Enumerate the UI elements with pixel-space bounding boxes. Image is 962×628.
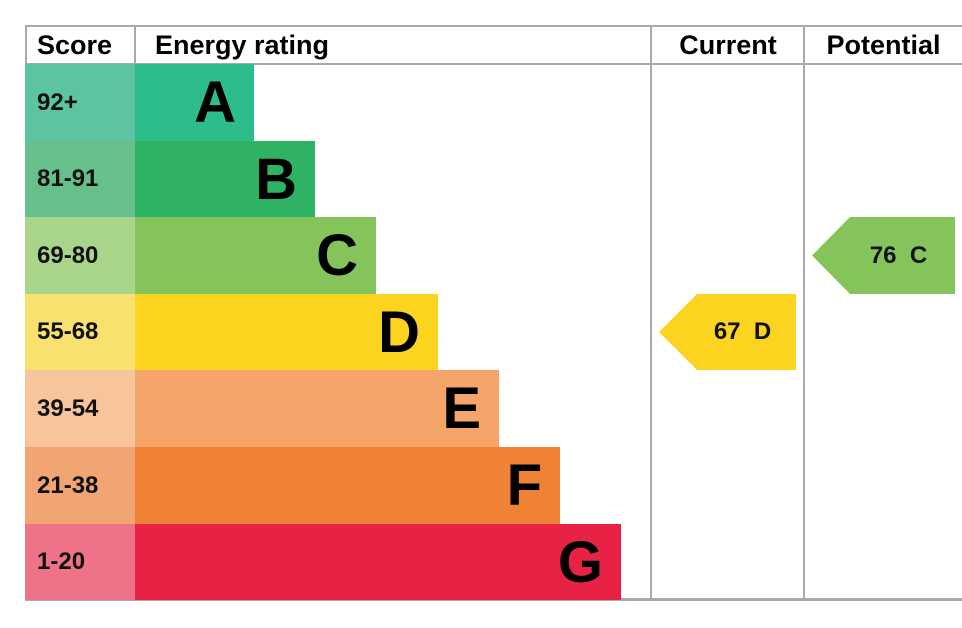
- score-range-e: 39-54: [25, 370, 135, 447]
- potential-rating-label: 76 C: [869, 241, 928, 269]
- current-header: Current: [679, 30, 777, 60]
- band-bar-a: A: [135, 64, 254, 141]
- potential-rating-arrow: [812, 217, 955, 294]
- score-range-d: 55-68: [25, 294, 135, 370]
- band-bar-d: D: [135, 294, 438, 370]
- score-range-f: 21-38: [25, 447, 135, 524]
- band-bar-b: B: [135, 141, 315, 217]
- band-bar-f: F: [135, 447, 560, 524]
- energy-rating-header: Energy rating: [155, 30, 330, 60]
- score-column-divider: [134, 25, 136, 65]
- potential-header: Potential: [826, 30, 941, 60]
- score-header: Score: [37, 30, 113, 60]
- band-letter-a: A: [194, 70, 236, 135]
- band-letter-d: D: [378, 299, 420, 365]
- band-letter-b: B: [255, 146, 297, 212]
- band-letter-g: G: [557, 529, 603, 595]
- top-border: [25, 25, 962, 27]
- current-arrow-shape: [659, 294, 796, 370]
- potential-column-divider: [803, 25, 805, 601]
- current-column-divider: [650, 25, 652, 601]
- band-bar-e: E: [135, 370, 499, 447]
- band-letter-e: E: [442, 376, 481, 441]
- current-rating-arrow: [659, 294, 796, 370]
- band-letter-c: C: [316, 223, 358, 288]
- band-bar-c: C: [135, 217, 376, 294]
- header-divider: [25, 63, 962, 65]
- current-rating-label: 67 D: [713, 318, 772, 345]
- potential-arrow-shape: [812, 217, 955, 294]
- band-bar-g: G: [135, 524, 621, 600]
- score-range-b: 81-91: [25, 141, 135, 217]
- band-letter-f: F: [506, 453, 542, 518]
- score-range-a: 92+: [25, 64, 135, 141]
- score-range-c: 69-80: [25, 217, 135, 294]
- score-range-g: 1-20: [25, 524, 135, 600]
